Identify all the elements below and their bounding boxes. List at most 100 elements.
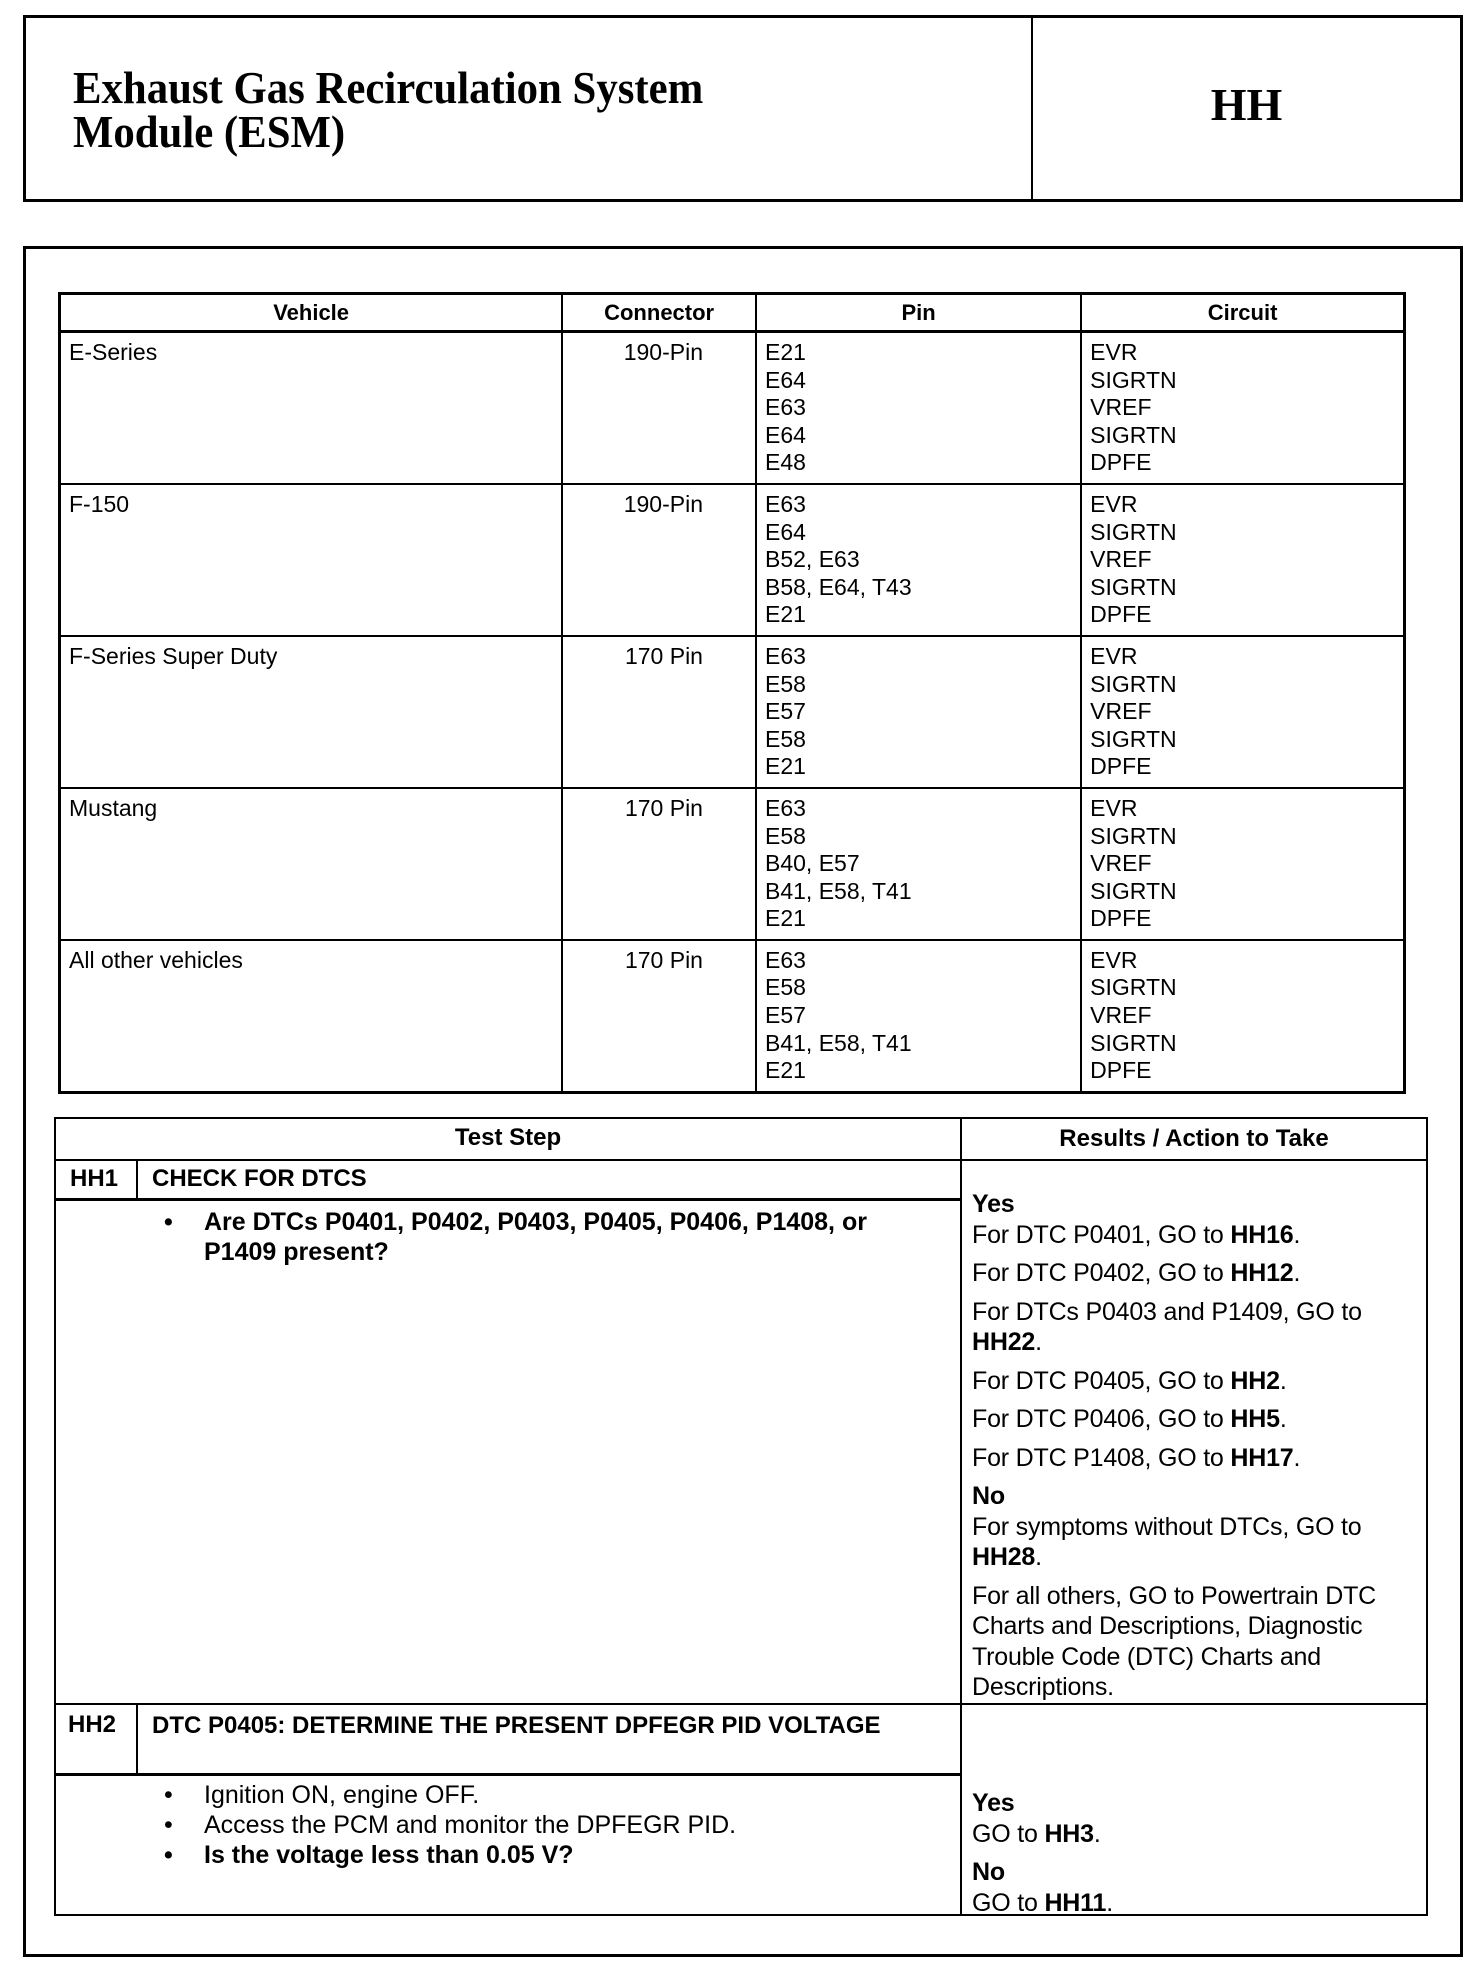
circuit-cell: EVR SIGRTN VREF SIGRTN DPFE (1080, 482, 1406, 637)
step-title-hh2: DTC P0405: DETERMINE THE PRESENT DPFEGR … (138, 1705, 962, 1776)
circuit-value: DPFE (1090, 449, 1152, 476)
circuit-value: VREF (1090, 546, 1152, 573)
no-action: For symptoms without DTCs, GO to HH28. (972, 1512, 1362, 1572)
pin-value: E58 (764, 670, 806, 697)
step-id-hh2: HH2 (56, 1705, 138, 1776)
content-frame (23, 246, 1463, 1957)
pin-cell: E63 E58 E57 E58 E21 (754, 634, 1083, 789)
pin-value: E63 (764, 642, 806, 669)
table-row: F-Series Super Duty 170 Pin E63 E58 E57 E58 E2… (58, 634, 1406, 789)
results-hh1: Yes For DTC P0401, GO to HH16. For DTC P04… (962, 1161, 1426, 1705)
col-header-pin: Pin (754, 292, 1083, 333)
step-link[interactable]: HH5 (1230, 1405, 1280, 1433)
test-step-table: Test Step Results / Action to Take HH1 C… (54, 1117, 1428, 1917)
step-link[interactable]: HH12 (1230, 1259, 1294, 1287)
pin-value: E21 (764, 339, 806, 365)
table-row: Mustang 170 Pin E63 E58 B40, E57 B41, E58, T4… (58, 786, 1406, 941)
others-action: For all others, GO to Powertrain DTC Cha… (972, 1581, 1377, 1702)
circuit-cell: EVR SIGRTN VREF SIGRTN DPFE (1080, 330, 1406, 485)
step-link[interactable]: HH16 (1230, 1220, 1294, 1249)
yes-action: For DTC P0401, GO to HH16. (972, 1220, 1301, 1249)
circuit-value: VREF (1090, 394, 1152, 421)
no-label: No (972, 1858, 1005, 1886)
step-link[interactable]: HH2 (1230, 1366, 1280, 1395)
pin-value: E21 (764, 1057, 806, 1084)
yes-action: For DTC P0405, GO to HH2. (972, 1366, 1287, 1395)
section-code: HH (1210, 79, 1283, 130)
no-label: No (972, 1482, 1005, 1510)
circuit-value: SIGRTN (1090, 974, 1177, 1001)
step-link[interactable]: HH28 (972, 1543, 1036, 1571)
pin-value: E21 (764, 753, 806, 780)
pin-cell: E21 E64 E63 E64 E48 (754, 330, 1083, 485)
circuit-value: SIGRTN (1090, 725, 1177, 752)
circuit-value: VREF (1090, 698, 1152, 725)
circuit-value: EVR (1090, 490, 1138, 517)
pin-value: E21 (764, 905, 806, 932)
no-action: GO to HH11. (972, 1888, 1113, 1917)
circuit-value: SIGRTN (1090, 822, 1177, 849)
circuit-value: DPFE (1090, 905, 1152, 932)
pin-cell: E63 E58 E57 B41, E58, T41 E21 (754, 938, 1083, 1094)
header-divider (1031, 18, 1033, 199)
step-id-hh1: HH1 (56, 1161, 138, 1201)
step-link[interactable]: HH11 (1044, 1888, 1107, 1917)
col-header-vehicle: Vehicle (58, 292, 564, 333)
circuit-value: SIGRTN (1090, 670, 1177, 697)
pin-value: E63 (764, 946, 806, 973)
circuit-cell: EVR SIGRTN VREF SIGRTN DPFE (1080, 634, 1406, 789)
pin-value: E58 (764, 974, 806, 1001)
pin-value: B58, E64, T43 (764, 573, 912, 600)
pin-value: B40, E57 (764, 850, 860, 877)
connector-cell: 170 Pin (561, 786, 757, 941)
pin-value: E58 (764, 725, 806, 752)
step-link[interactable]: HH17 (1230, 1443, 1294, 1472)
circuit-value: SIGRTN (1090, 877, 1177, 904)
bullet-item: Ignition ON, engine OFF. (156, 1780, 940, 1810)
col-header-circuit: Circuit (1080, 292, 1406, 333)
circuit-cell: EVR SIGRTN VREF SIGRTN DPFE (1080, 938, 1406, 1094)
step-title-hh1: CHECK FOR DTCS (138, 1161, 962, 1201)
circuit-value: EVR (1090, 642, 1138, 669)
yes-label: Yes (972, 1789, 1015, 1817)
yes-action: For DTC P0406, GO to HH5. (972, 1405, 1287, 1433)
vehicle-cell: F-150 (58, 482, 564, 637)
step-body-hh1: Are DTCs P0401, P0402, P0403, P0405, P04… (56, 1201, 962, 1705)
pin-value: B52, E63 (764, 546, 860, 573)
yes-label: Yes (972, 1190, 1015, 1218)
yes-action: For DTC P1408, GO to HH17. (972, 1443, 1301, 1472)
circuit-value: DPFE (1090, 1057, 1152, 1084)
pin-value: E58 (764, 822, 806, 849)
col-header-test-step: Test Step (56, 1119, 962, 1161)
vehicle-cell: E-Series (58, 330, 564, 485)
pin-value: E48 (764, 449, 806, 476)
pin-value: E21 (764, 601, 806, 628)
pin-value: E63 (764, 394, 806, 421)
circuit-cell: EVR SIGRTN VREF SIGRTN DPFE (1080, 786, 1406, 941)
pin-cell: E63 E58 B40, E57 B41, E58, T41 E21 (754, 786, 1083, 941)
col-header-connector: Connector (561, 292, 757, 333)
pin-value: E57 (764, 698, 806, 725)
step-link[interactable]: HH3 (1044, 1819, 1094, 1848)
circuit-value: EVR (1090, 794, 1138, 821)
results-hh2: Yes GO to HH3. No GO to HH11. (962, 1776, 1426, 1917)
circuit-value: SIGRTN (1090, 573, 1177, 600)
connector-cell: 170 Pin (561, 634, 757, 789)
step-link[interactable]: HH22 (972, 1328, 1036, 1356)
yes-action: For DTC P0402, GO to HH12. (972, 1259, 1301, 1287)
pin-value: B41, E58, T41 (764, 1029, 912, 1056)
circuit-value: DPFE (1090, 753, 1152, 780)
circuit-value: SIGRTN (1090, 421, 1177, 448)
table-row: E-Series 190-Pin E21 E64 E63 E64 E48 EVR SIGRTN V… (58, 330, 1406, 485)
bullet-question: Are DTCs P0401, P0402, P0403, P0405, P04… (156, 1207, 940, 1267)
pin-value: E63 (764, 794, 806, 821)
step-bullets: Ignition ON, engine OFF.Access the PCM a… (156, 1780, 940, 1870)
pin-value: E64 (764, 366, 806, 393)
table-row: All other vehicles 170 Pin E63 E58 E57 B41, E… (58, 938, 1406, 1094)
pin-value: E64 (764, 518, 806, 545)
pin-value: E63 (764, 490, 806, 517)
step-body-hh2: Ignition ON, engine OFF.Access the PCM a… (56, 1776, 962, 1914)
circuit-value: VREF (1090, 850, 1152, 877)
page-title: Exhaust Gas Recirculation System Module (… (73, 62, 704, 157)
bullet-item: Access the PCM and monitor the DPFEGR PI… (156, 1810, 940, 1840)
